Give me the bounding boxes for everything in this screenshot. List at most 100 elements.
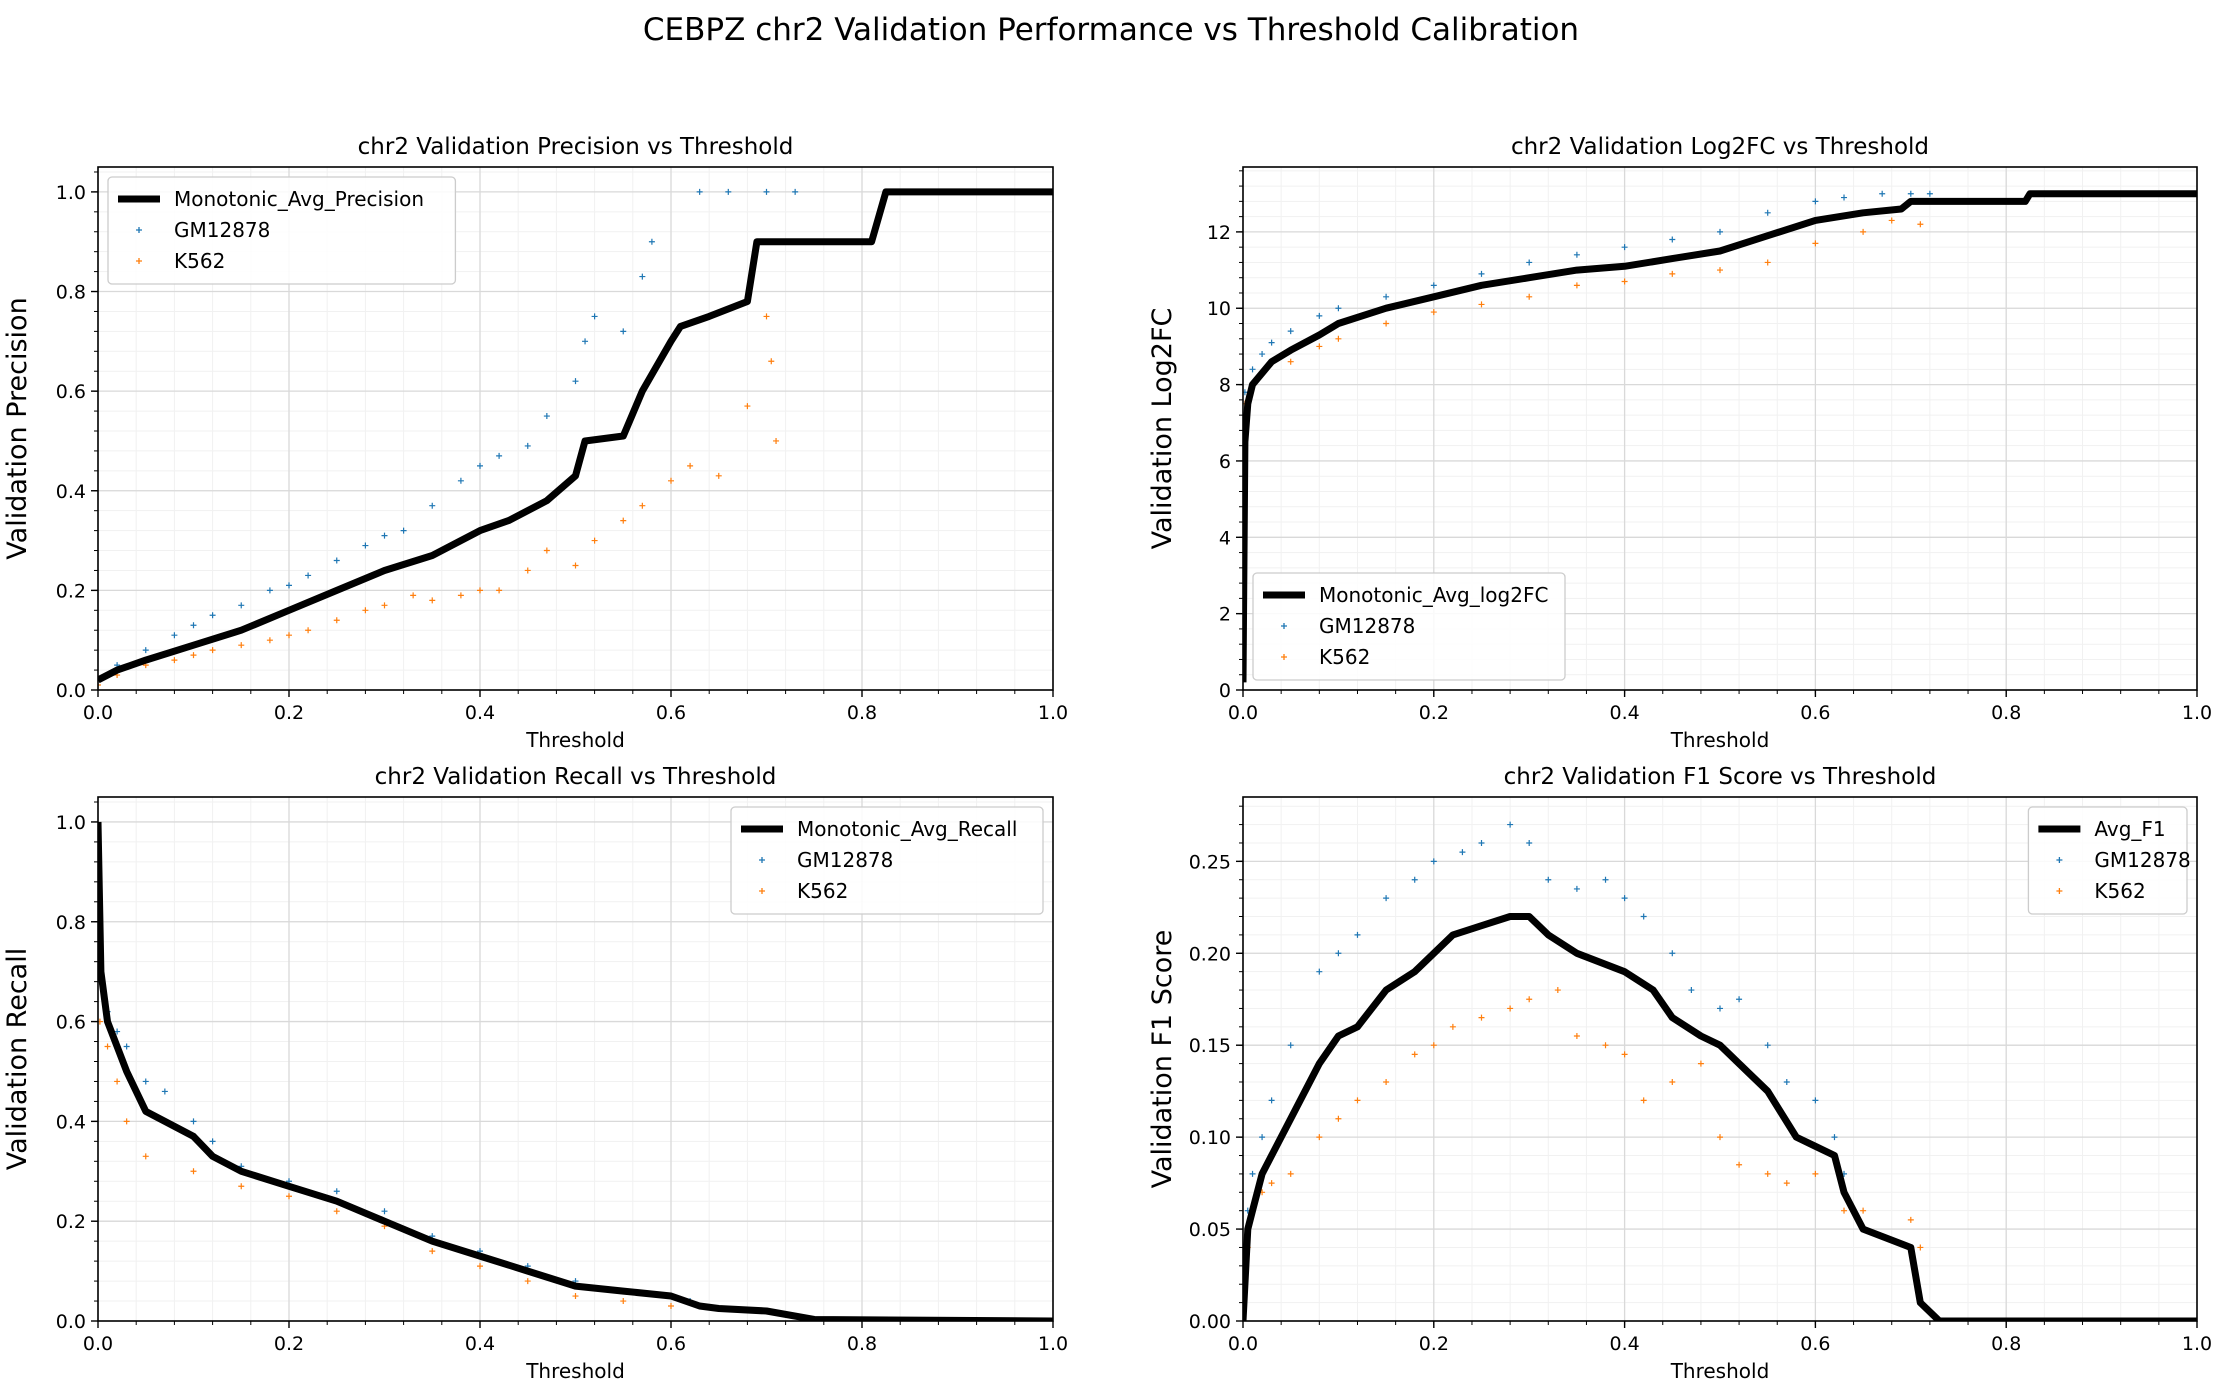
precision-series-k562-point: [410, 592, 417, 599]
f1-series-gm12878-point: [1602, 876, 1609, 883]
log2fc-series-gm12878-point: [1259, 351, 1266, 358]
log2fc-plot-area: [1243, 190, 2197, 683]
log2fc-series-k562-point: [1669, 270, 1676, 277]
recall-plot-title: chr2 Validation Recall vs Threshold: [375, 764, 777, 790]
log2fc-series-gm12878-point: [1907, 190, 1914, 197]
recall-legend: Monotonic_Avg_Recall GM12878 K562: [730, 806, 1044, 915]
f1-series-k562-point: [1507, 1005, 1514, 1012]
log2fc-series-k562-point: [1430, 309, 1437, 316]
recall-y-tick-label: 0.8: [56, 912, 86, 934]
log2fc-legend: Monotonic_Avg_log2FC GM12878 K562: [1252, 572, 1566, 681]
log2fc-series-gm12878-point: [1526, 259, 1533, 266]
f1-series-gm12878-point: [1736, 996, 1743, 1003]
precision-series-gm12878-point: [725, 188, 732, 195]
f1-y-tick-label: 0.25: [1189, 851, 1231, 873]
log2fc-series-k562-point: [1764, 259, 1771, 266]
f1-series-gm12878-point: [1335, 950, 1342, 957]
precision-series-k562-point: [768, 358, 775, 365]
f1-series-k562-point: [1812, 1170, 1819, 1177]
f1-series-gm12878-point: [1354, 931, 1361, 938]
recall-y-tick-label: 0.6: [56, 1012, 86, 1034]
f1-x-tick-label: 0.2: [1419, 1333, 1449, 1355]
f1-series-gm12878-point: [1764, 1042, 1771, 1049]
f1-legend-avg-f1-label: Avg_F1: [2094, 817, 2165, 841]
precision-series-gm12878-point: [266, 587, 273, 594]
log2fc-y-tick-label: 10: [1207, 298, 1231, 320]
recall-series-k562-point: [668, 1303, 674, 1310]
f1-series-k562-point: [1430, 1042, 1437, 1049]
recall-y-tick-label: 0.4: [56, 1111, 86, 1133]
f1-series-k562-point: [1640, 1097, 1647, 1104]
log2fc-series-gm12878-point: [1926, 190, 1933, 197]
log2fc-panel: chr2 Validation Log2FC vs Threshold Thre…: [1147, 134, 2212, 752]
recall-x-tick-label: 0.4: [465, 1333, 495, 1355]
log2fc-y-tick-label: 12: [1207, 222, 1231, 244]
precision-series-k562-point: [744, 403, 751, 410]
f1-series-k562-point: [1736, 1161, 1743, 1168]
recall-plot-area: [98, 821, 1053, 1321]
precision-series-gm12878-point: [362, 542, 369, 549]
precision-series-gm12878-point: [572, 378, 579, 385]
log2fc-series-gm12878-point: [1879, 190, 1886, 197]
log2fc-x-tick-label: 0.8: [1991, 702, 2021, 724]
log2fc-series-k562-point: [1860, 228, 1867, 235]
precision-x-tick-label: 0.0: [83, 702, 113, 724]
precision-legend: Monotonic_Avg_Precision GM12878 K562: [107, 176, 457, 285]
recall-series-k562-point: [524, 1278, 531, 1285]
f1-y-tick-label: 0.00: [1189, 1311, 1231, 1333]
recall-axes-frame: [97, 796, 1054, 1322]
precision-y-tick-label: 1.0: [56, 182, 86, 204]
log2fc-series-k562-point: [1478, 301, 1485, 308]
f1-series-gm12878-point: [1268, 1097, 1275, 1104]
f1-series-gm12878: [1244, 821, 1848, 1214]
precision-legend-k562-label: K562: [174, 249, 225, 273]
precision-series-k562-point: [668, 477, 674, 484]
f1-series-k562-point: [1526, 996, 1533, 1003]
precision-series-gm12878-point: [457, 477, 464, 484]
log2fc-y-tick-label: 8: [1219, 375, 1231, 397]
f1-series-k562-point: [1478, 1014, 1485, 1021]
f1-panel: chr2 Validation F1 Score vs Threshold Th…: [1147, 764, 2212, 1383]
f1-series-k562-point: [1573, 1033, 1580, 1040]
f1-series-k562-point: [1697, 1060, 1704, 1067]
recall-series-k562-point: [123, 1118, 130, 1125]
f1-x-tick-label: 1.0: [2182, 1333, 2212, 1355]
log2fc-series-gm12878-point: [1249, 366, 1256, 373]
f1-axes-frame: [1242, 796, 2198, 1322]
recall-series-k562: [98, 1018, 674, 1310]
precision-series-gm12878-point: [620, 328, 627, 335]
log2fc-legend-gm12878-swatch: [1281, 623, 1287, 629]
precision-series-gm12878-point: [648, 238, 655, 245]
precision-y-tick-label: 0.4: [56, 481, 86, 503]
recall-x-tick-label: 0.6: [656, 1333, 686, 1355]
log2fc-legend-box: [1252, 572, 1566, 681]
precision-series-k562-point: [381, 602, 388, 609]
f1-series-k562-point: [1449, 1023, 1456, 1030]
log2fc-series-gm12878-point: [1268, 339, 1275, 346]
precision-x-axis-label: Threshold: [525, 728, 625, 752]
f1-x-tick-label: 0.6: [1800, 1333, 1830, 1355]
precision-series-gm12878-point: [524, 442, 531, 449]
recall-series-gm12878-point: [114, 1028, 121, 1035]
f1-y-tick-label: 0.15: [1189, 1035, 1231, 1057]
f1-series-k562-point: [1411, 1051, 1418, 1058]
log2fc-series-k562-point: [1316, 343, 1323, 350]
precision-series-k562-point: [477, 587, 483, 594]
log2fc-series-gm12878-point: [1621, 244, 1628, 251]
log2fc-series-k562-point: [1573, 282, 1580, 289]
f1-series-gm12878-point: [1383, 895, 1390, 902]
recall-legend-gm12878-label: GM12878: [797, 848, 893, 872]
log2fc-series-gm12878-point: [1287, 328, 1294, 335]
recall-x-tick-label: 0.8: [847, 1333, 877, 1355]
recall-series-k562-point: [98, 1018, 103, 1025]
precision-series-gm12878-point: [333, 557, 340, 564]
log2fc-series-gm12878-point: [1335, 305, 1342, 312]
precision-series-k562-point: [457, 592, 464, 599]
log2fc-series-k562-point: [1287, 358, 1294, 365]
log2fc-x-tick-label: 0.0: [1228, 702, 1258, 724]
precision-series-k562-point: [286, 632, 292, 639]
f1-series-k562-point: [1354, 1097, 1361, 1104]
precision-series-gm12878-point: [286, 582, 292, 589]
f1-y-tick-label: 0.20: [1189, 943, 1231, 965]
f1-y-tick-label: 0.10: [1189, 1127, 1231, 1149]
